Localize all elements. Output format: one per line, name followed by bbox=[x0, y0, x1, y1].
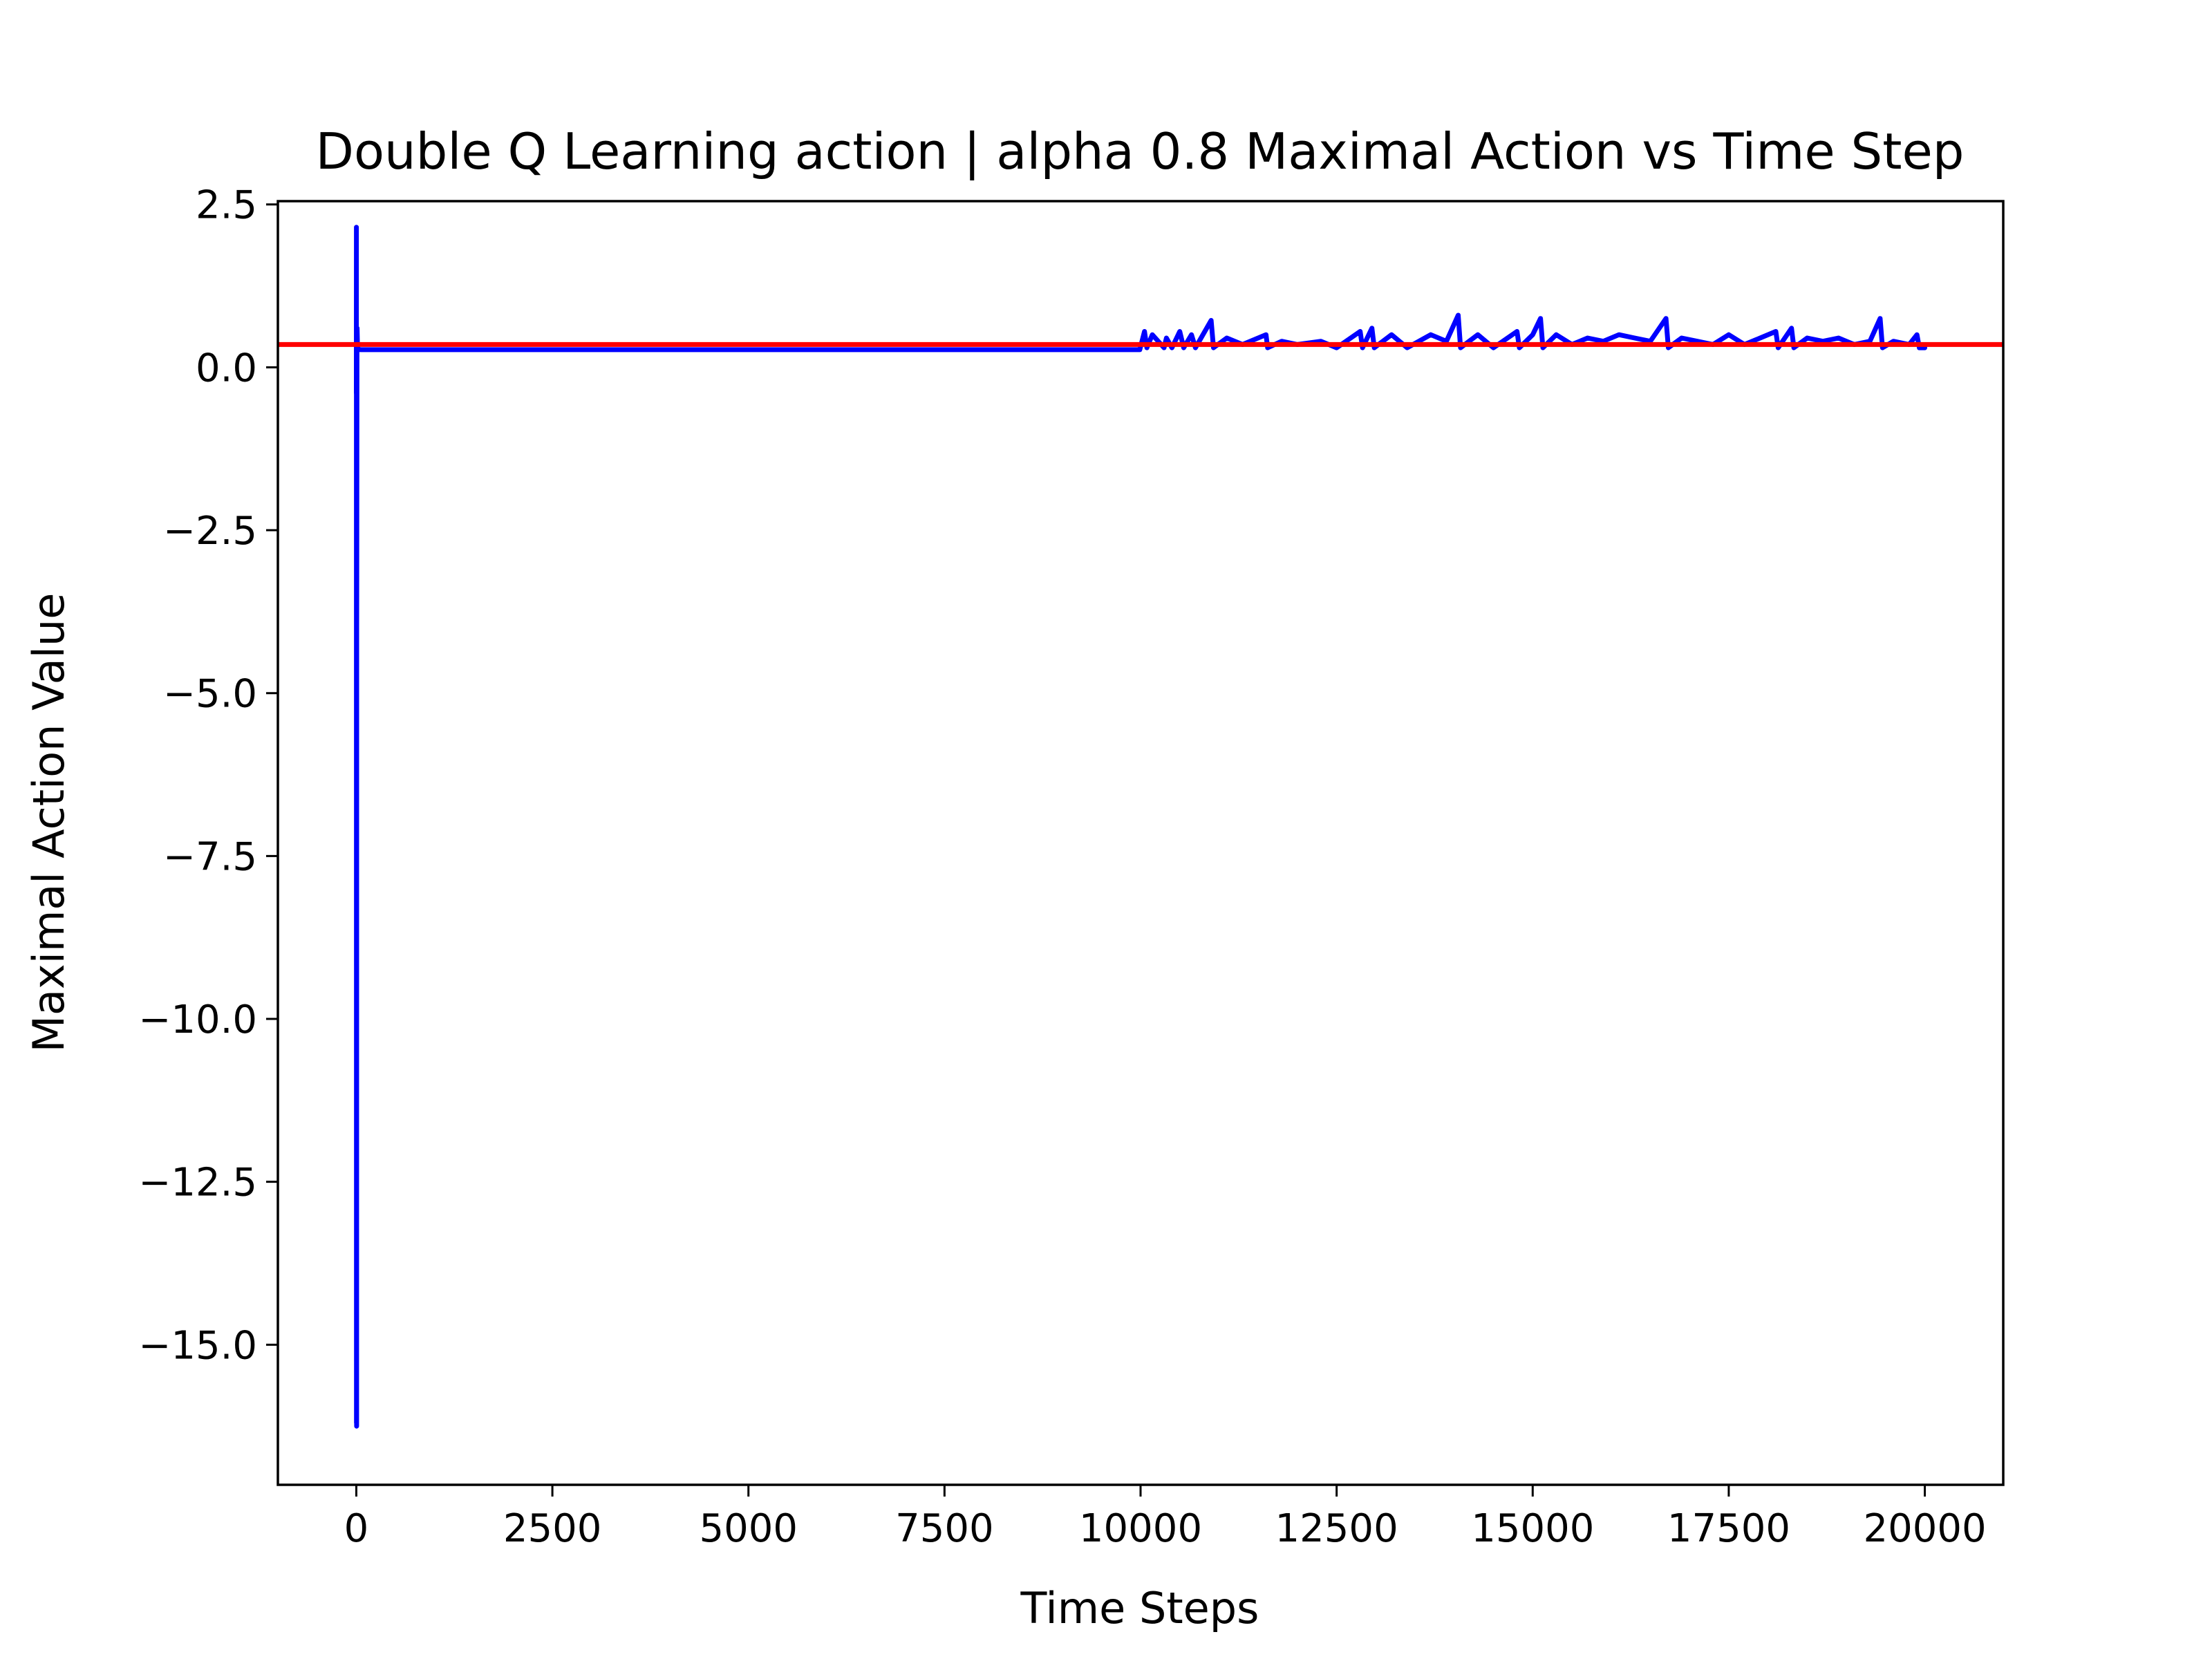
x-axis-label: Time Steps bbox=[1020, 1583, 1259, 1633]
y-axis-ticks: 2.5 0.0 −2.5 −5.0 −7.5 −10.0 −12.5 −15.0 bbox=[138, 183, 278, 1368]
series-group bbox=[278, 225, 2003, 1429]
x-tick-label: 12500 bbox=[1275, 1506, 1398, 1551]
x-tick-label: 10000 bbox=[1079, 1506, 1202, 1551]
x-axis-ticks: 0 2500 5000 7500 10000 12500 15000 17500 20000 bbox=[344, 1485, 1987, 1551]
y-tick-label: −7.5 bbox=[163, 834, 257, 879]
y-tick-label: 0.0 bbox=[196, 346, 257, 391]
x-tick-label: 15000 bbox=[1471, 1506, 1594, 1551]
y-tick-label: −10.0 bbox=[138, 997, 257, 1042]
x-tick-label: 20000 bbox=[1863, 1506, 1986, 1551]
x-tick-label: 5000 bbox=[699, 1506, 798, 1551]
y-tick-label: −12.5 bbox=[138, 1161, 257, 1206]
y-tick-label: −5.0 bbox=[163, 672, 257, 717]
y-tick-label: −2.5 bbox=[163, 509, 257, 554]
y-tick-label: 2.5 bbox=[196, 183, 257, 228]
series-line-0 bbox=[354, 225, 1927, 1429]
x-tick-label: 17500 bbox=[1667, 1506, 1790, 1551]
y-axis-label: Maximal Action Value bbox=[24, 593, 74, 1053]
x-tick-label: 7500 bbox=[895, 1506, 994, 1551]
x-tick-label: 2500 bbox=[503, 1506, 602, 1551]
chart-title: Double Q Learning action | alpha 0.8 Max… bbox=[316, 122, 1965, 181]
x-tick-label: 0 bbox=[344, 1506, 369, 1551]
y-tick-label: −15.0 bbox=[138, 1323, 257, 1368]
